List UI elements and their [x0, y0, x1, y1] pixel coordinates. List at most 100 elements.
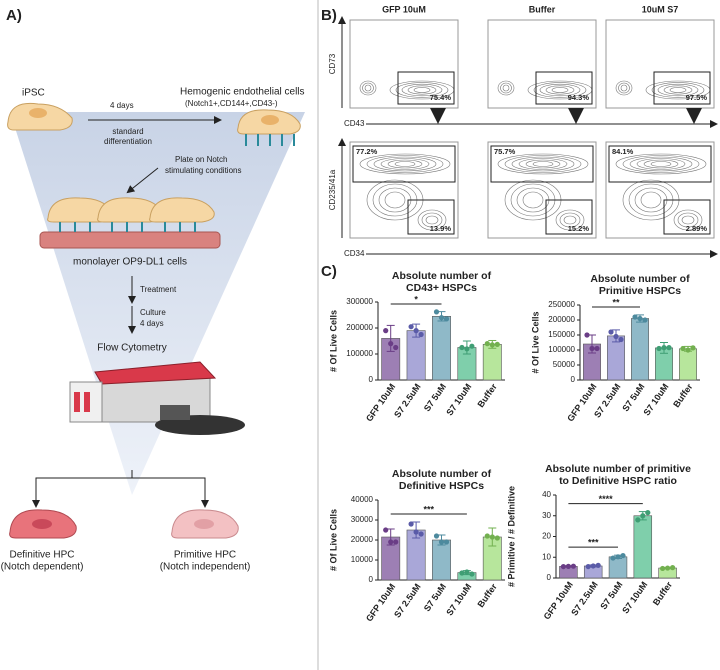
step-label: Plate on Notch — [175, 155, 227, 164]
gate-percent: 13.9% — [430, 224, 452, 233]
panel-label: C) — [321, 263, 337, 280]
gate-percent: 77.2% — [356, 147, 378, 156]
chart-title: Definitive HSPCs — [399, 480, 484, 492]
contour — [629, 156, 693, 172]
step-label: stimulating conditions — [165, 166, 241, 175]
data-point — [670, 565, 676, 571]
data-point — [393, 344, 399, 351]
gate — [397, 71, 455, 105]
data-point — [615, 554, 621, 560]
data-point — [565, 563, 572, 569]
x-tick-label: S7 10uM — [620, 580, 649, 616]
nucleus — [29, 108, 47, 118]
data-point — [613, 333, 619, 340]
data-point — [443, 316, 450, 322]
x-tick-label: Buffer — [475, 381, 499, 409]
contour — [413, 87, 431, 93]
nucleus — [32, 519, 52, 529]
panel-label: B) — [321, 7, 337, 24]
y-tick-label: 150000 — [548, 330, 575, 339]
contour — [681, 215, 695, 225]
gate — [608, 145, 712, 183]
data-point — [489, 342, 495, 348]
data-point — [570, 563, 577, 569]
data-point — [383, 527, 389, 533]
gate-percent: 84.1% — [612, 147, 634, 156]
chart-title: Absolute number of — [392, 468, 492, 480]
data-point — [484, 533, 490, 539]
contour — [421, 212, 443, 228]
contour — [502, 84, 510, 92]
y-axis-label: # Of Live Cells — [328, 310, 338, 372]
data-point — [585, 563, 591, 570]
x-tick-label: GFP 10uM — [542, 580, 575, 622]
gate — [663, 199, 711, 235]
gate-percent: 75.7% — [494, 147, 516, 156]
y-tick-label: 200000 — [346, 323, 373, 332]
y-axis-label: # Of Live Cells — [530, 311, 540, 373]
data-point — [408, 324, 414, 330]
data-point — [632, 314, 638, 320]
contour — [380, 158, 430, 170]
x-tick-label: GFP 10uM — [364, 582, 397, 624]
x-tick-label: S7 5uM — [598, 580, 624, 612]
chart-title: Primitive HSPCs — [599, 285, 681, 297]
gate-percent: 75.4% — [430, 93, 452, 102]
y-tick-label: 30 — [542, 511, 551, 520]
y-tick-label: 0 — [369, 375, 374, 384]
data-point — [690, 345, 696, 351]
bar — [633, 515, 653, 579]
contour — [533, 82, 587, 98]
gate-percent: 97.5% — [686, 93, 708, 102]
x-tick-label: Buffer — [475, 581, 499, 609]
contour — [359, 80, 377, 96]
arrow — [126, 167, 159, 194]
contour — [364, 84, 372, 92]
y-axis-label: # Primitive / # Definitive — [506, 486, 516, 587]
contours — [615, 80, 711, 100]
data-point — [418, 331, 424, 338]
chart-title: CD43+ HSPCs — [406, 282, 477, 294]
y-tick-label: 200000 — [548, 315, 575, 324]
contour — [677, 212, 699, 228]
data-point — [665, 565, 671, 571]
contour — [640, 191, 662, 209]
data-point — [464, 346, 470, 352]
y-axis-label: CD235/41a — [328, 169, 337, 210]
y-axis-label: CD73 — [328, 53, 337, 74]
contour — [634, 187, 668, 213]
contour — [663, 85, 693, 95]
data-point — [418, 531, 424, 537]
data-point — [469, 343, 475, 349]
nucleus — [261, 115, 279, 125]
data-point — [438, 539, 445, 545]
data-point — [645, 510, 651, 516]
significance-label: * — [414, 294, 418, 304]
data-point — [642, 317, 648, 323]
data-point — [443, 539, 450, 545]
y-tick-label: 20 — [542, 532, 551, 541]
contour — [407, 85, 437, 95]
contour — [518, 158, 568, 170]
panel-a: A) iPSC Hemogenic endothelial cells (Not… — [1, 7, 305, 573]
bar — [679, 348, 697, 381]
plot-frame — [349, 141, 459, 239]
contours — [497, 153, 589, 231]
data-point — [590, 563, 596, 569]
data-point — [469, 571, 475, 577]
x-tick-label: GFP 10uM — [364, 382, 397, 424]
contour — [362, 82, 374, 94]
contour — [563, 215, 577, 225]
contour — [545, 85, 575, 95]
data-point — [610, 555, 616, 561]
y-tick-label: 100000 — [346, 349, 373, 358]
data-point — [383, 328, 389, 334]
data-point — [620, 552, 626, 559]
x-tick-label: S7 10uM — [444, 382, 473, 418]
contour — [636, 158, 686, 170]
contour — [373, 156, 437, 172]
contour — [651, 82, 705, 98]
y-tick-label: 10 — [542, 552, 551, 561]
outcome-note: (Notch independent) — [160, 562, 251, 573]
